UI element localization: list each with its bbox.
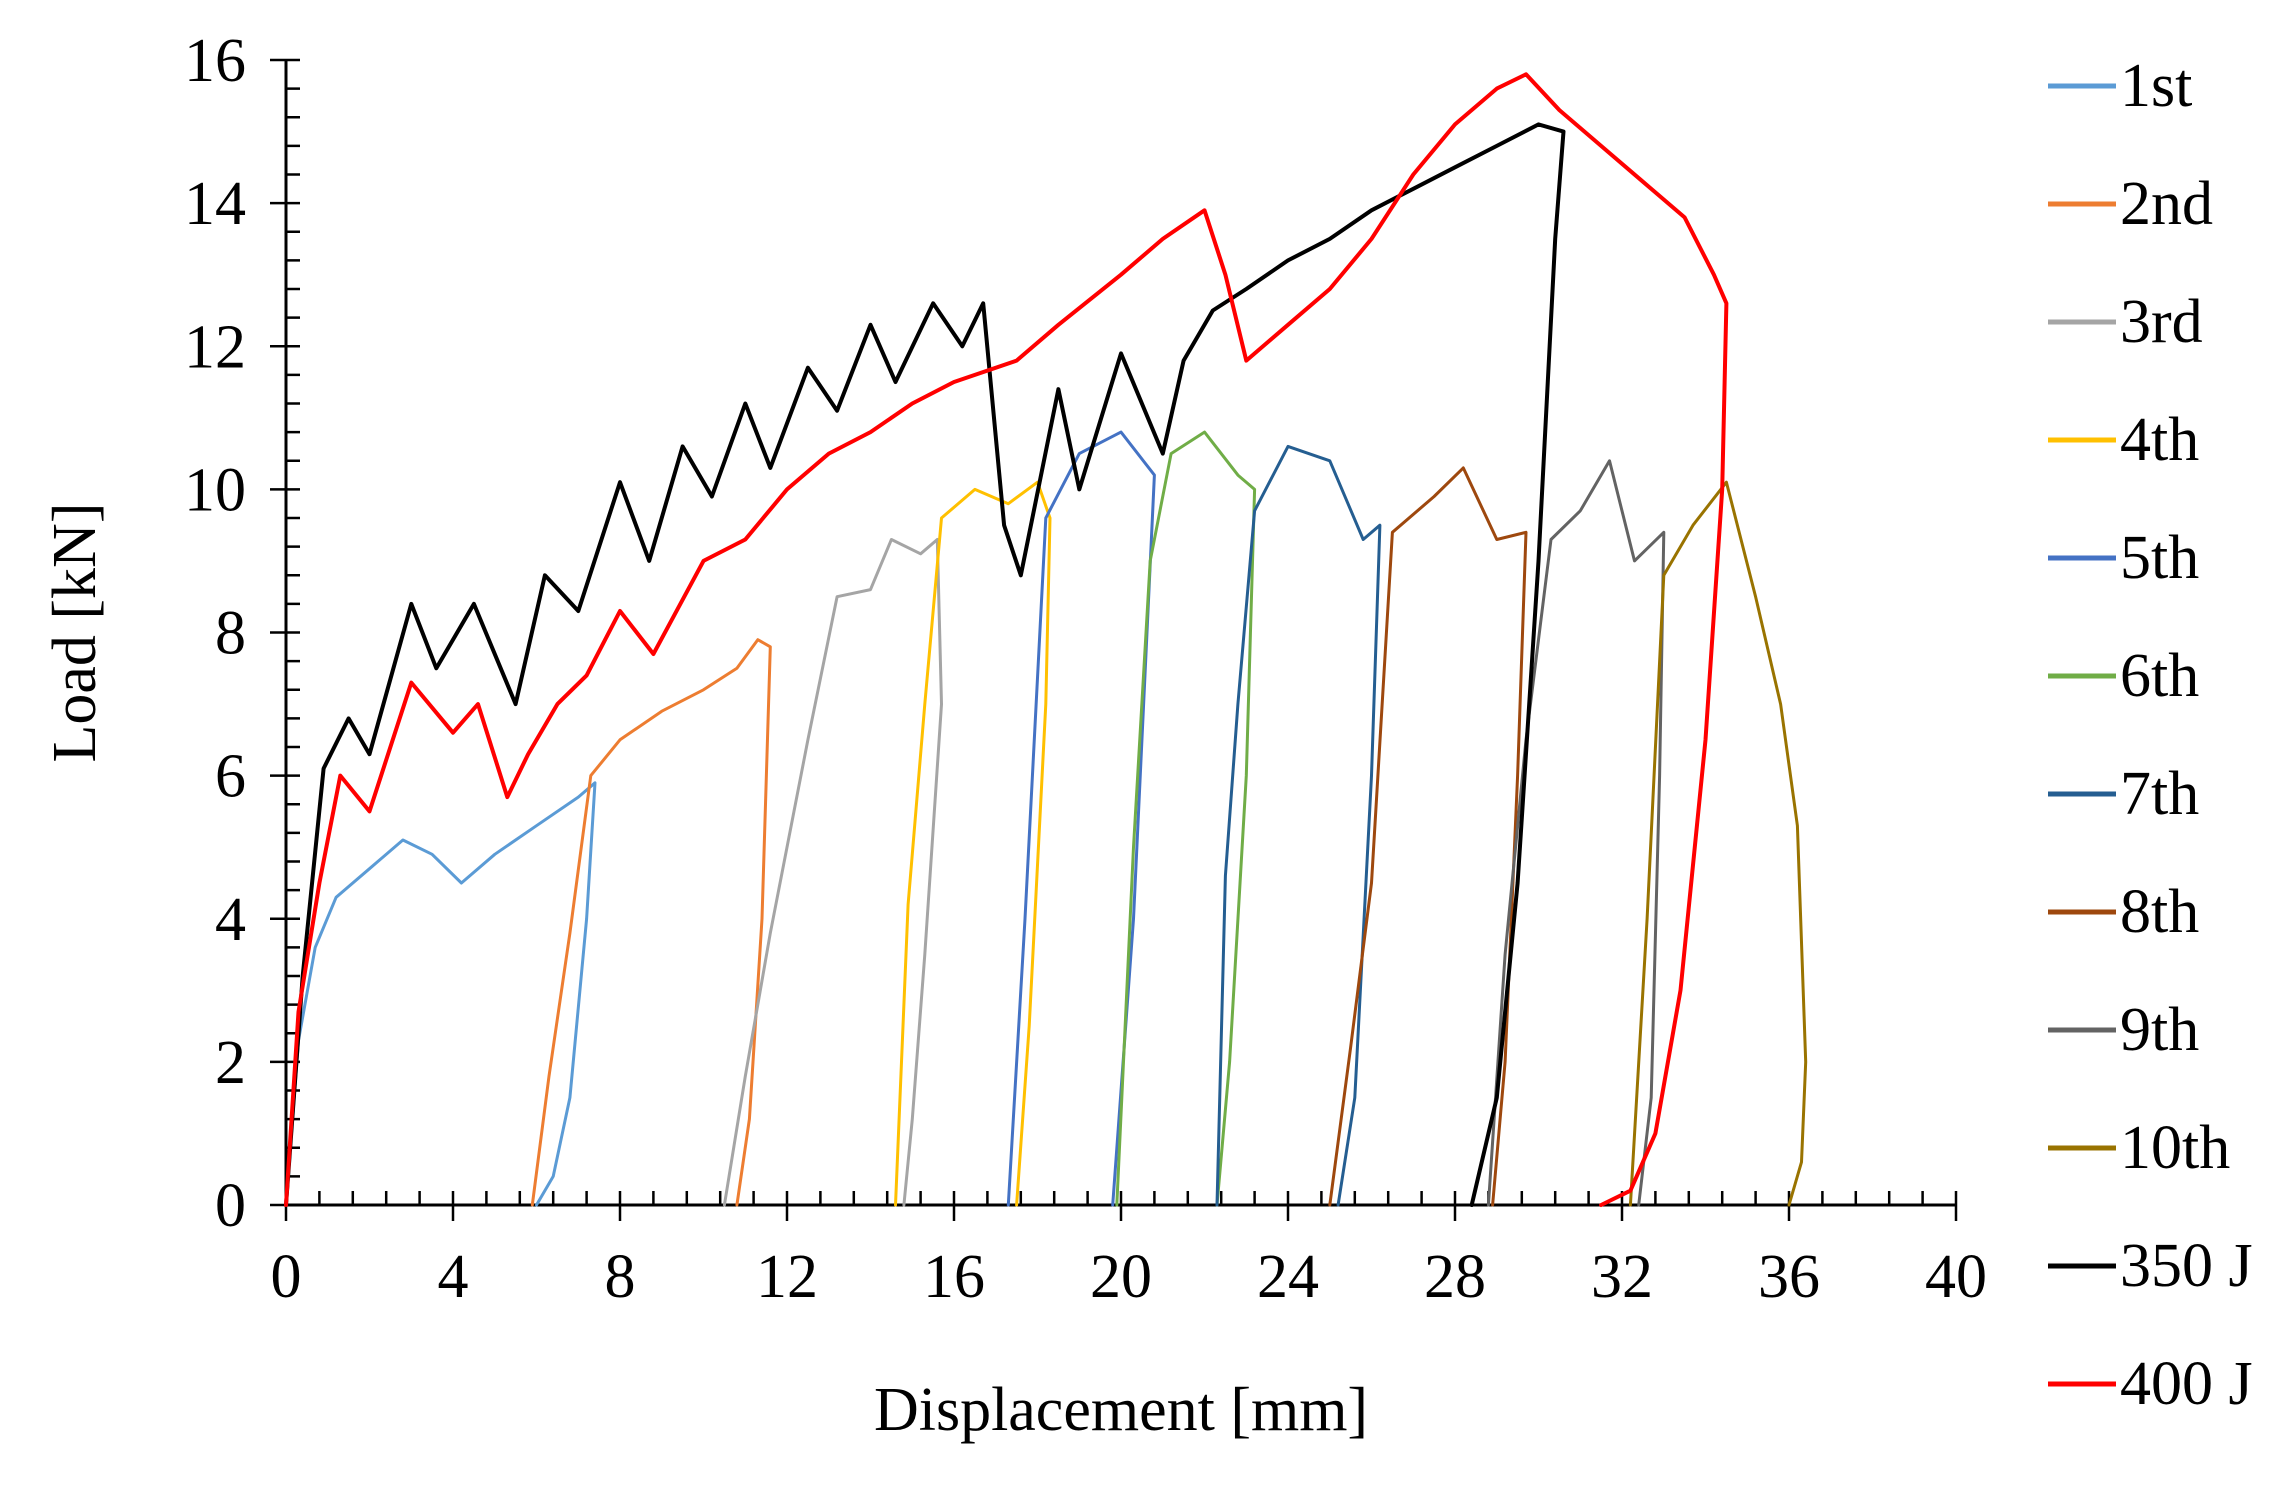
y-tick-label: 12 [184,313,246,381]
series-line-11 [284,122,1566,1207]
x-tick-label: 16 [923,1243,985,1311]
x-tick-label: 4 [438,1243,469,1311]
x-axis-title: Displacement [mm] [874,1376,1368,1444]
legend-label-6: 6th [2120,642,2199,710]
series-line-7 [1215,444,1382,1207]
series-line-3 [722,538,943,1207]
series-line-4 [894,480,1052,1207]
series-line-1 [284,781,597,1207]
x-tick-label: 24 [1257,1243,1319,1311]
series-line-2 [530,638,772,1207]
y-tick-label: 2 [215,1029,246,1097]
x-tick-label: 28 [1424,1243,1486,1311]
series-line-6 [1115,430,1257,1207]
legend-label-5: 5th [2120,524,2199,592]
legend: 1st 2nd 3rd 4th 5th 6th 7th 8th 9th 10th 350 J 400 … [2048,52,2253,1418]
x-tick-label: 8 [605,1243,636,1311]
y-tick-label: 16 [184,27,246,95]
legend-label-10: 10th [2120,1114,2230,1182]
series-line-9 [1486,459,1666,1207]
y-tick-label: 4 [215,886,246,954]
y-tick-label: 10 [184,456,246,524]
series-line-5 [1006,430,1156,1207]
series-line-10 [1628,480,1808,1207]
y-axis-title: Load [kN] [41,503,109,763]
legend-label-4: 4th [2120,406,2199,474]
legend-label-9: 9th [2120,996,2199,1064]
x-tick-label: 20 [1090,1243,1152,1311]
x-tick-label: 40 [1925,1243,1987,1311]
series-layer [284,72,1808,1207]
x-tick-label: 0 [271,1243,302,1311]
legend-label-7: 7th [2120,760,2199,828]
x-tick-label: 36 [1758,1243,1820,1311]
legend-label-12: 400 J [2120,1350,2253,1418]
y-tick-label: 14 [184,170,246,238]
y-tick-label: 6 [215,743,246,811]
legend-label-11: 350 J [2120,1232,2253,1300]
y-tick-label: 8 [215,600,246,668]
legend-label-8: 8th [2120,878,2199,946]
legend-label-1: 1st [2120,52,2192,120]
series-line-12 [284,72,1729,1207]
legend-label-2: 2nd [2120,170,2213,238]
legend-label-3: 3rd [2120,288,2203,356]
x-tick-label: 12 [756,1243,818,1311]
labels-layer: Displacement [mm] Load [kN] [41,503,1368,1444]
y-tick-label: 0 [215,1172,246,1240]
x-tick-label: 32 [1591,1243,1653,1311]
